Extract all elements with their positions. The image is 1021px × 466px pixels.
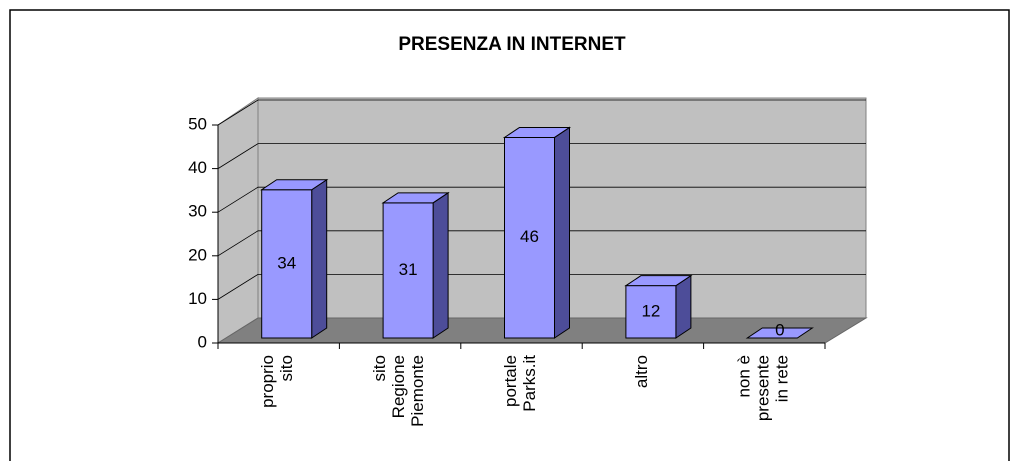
bar bbox=[624, 274, 693, 339]
chart-title: PRESENZA IN INTERNET bbox=[398, 34, 626, 55]
bar-top bbox=[624, 275, 693, 287]
value-label: 31 bbox=[399, 260, 418, 279]
x-tick-label: altro bbox=[632, 355, 651, 388]
x-tick-label: sitoRegionePiemonte bbox=[371, 355, 428, 427]
y-tick-label: 50 bbox=[188, 114, 207, 133]
grid-line bbox=[217, 99, 866, 126]
bar-side bbox=[432, 191, 449, 339]
grid-line bbox=[217, 230, 866, 257]
y-tick-label: 10 bbox=[188, 289, 207, 308]
side-wall bbox=[217, 97, 259, 344]
y-tick-label: 40 bbox=[188, 158, 207, 177]
bar-side bbox=[675, 274, 692, 339]
bar bbox=[260, 178, 329, 339]
grid-line bbox=[217, 143, 866, 169]
bar-top bbox=[260, 179, 329, 191]
bar bbox=[381, 191, 450, 339]
bar-top bbox=[502, 126, 572, 138]
bar-side bbox=[311, 178, 328, 339]
grid-line bbox=[217, 186, 866, 213]
value-label: 46 bbox=[520, 227, 539, 246]
bar bbox=[502, 126, 572, 339]
y-tick-label: 0 bbox=[198, 332, 207, 351]
value-label: 0 bbox=[775, 320, 784, 339]
x-tick-label: non èpresentein rete bbox=[735, 355, 792, 421]
x-tick-label: portaleParks.it bbox=[501, 355, 539, 412]
y-tick-label: 30 bbox=[188, 202, 207, 221]
value-label: 34 bbox=[277, 253, 296, 272]
bar bbox=[745, 327, 814, 339]
bar-top bbox=[745, 327, 814, 339]
grid-line bbox=[217, 273, 866, 300]
bar-side bbox=[554, 126, 570, 339]
bar-top bbox=[381, 192, 450, 204]
x-tick-label: propriosito bbox=[259, 355, 297, 408]
y-tick-label: 20 bbox=[188, 245, 207, 264]
value-label: 12 bbox=[641, 301, 660, 320]
